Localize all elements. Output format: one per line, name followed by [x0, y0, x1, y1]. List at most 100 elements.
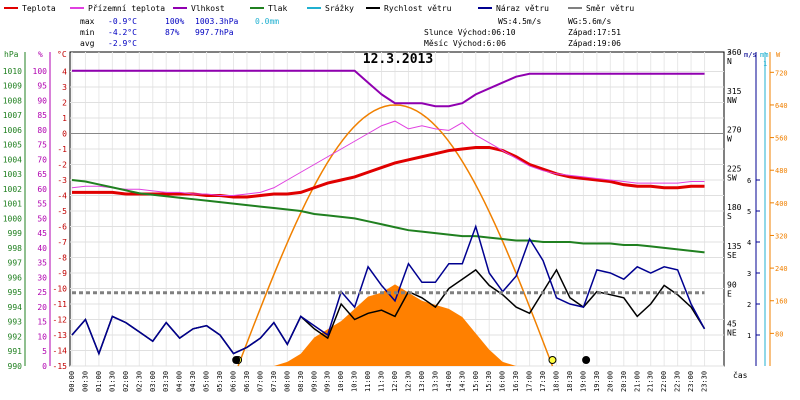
- x-tick-label: 21:00: [633, 371, 641, 392]
- celsius-tick-label: -5: [57, 207, 67, 216]
- x-tick-label: 07:30: [270, 371, 278, 392]
- x-tick-label: 04:30: [189, 371, 197, 392]
- x-tick-label: 18:30: [566, 371, 574, 392]
- x-tick-label: 03:30: [162, 371, 170, 392]
- info-wind-gust: WG:5.6m/s: [568, 17, 612, 26]
- solar-tick-label: 320: [775, 232, 788, 240]
- x-tick-label: 17:00: [526, 371, 534, 392]
- hpa-tick-label: 1008: [3, 96, 22, 105]
- celsius-tick-label: 3: [62, 83, 67, 92]
- stats-pressure: 1003.3hPa: [195, 17, 239, 26]
- hpa-tick-label: 991: [8, 347, 23, 356]
- legend-label: Vlhkost: [191, 4, 225, 13]
- x-tick-label: 13:00: [418, 371, 426, 392]
- solar-measured-area: [72, 284, 705, 366]
- x-tick-label: 18:00: [553, 371, 561, 392]
- direction-tick-label: 45: [727, 319, 737, 328]
- x-tick-label: 20:30: [620, 371, 628, 392]
- x-tick-label: 21:30: [647, 371, 655, 392]
- legend-label: Teplota: [22, 4, 56, 13]
- hpa-tick-label: 1002: [3, 185, 22, 194]
- percent-tick-label: 35: [37, 259, 47, 268]
- x-tick-label: 05:30: [216, 371, 224, 392]
- percent-tick-label: 10: [37, 332, 47, 341]
- direction-tick-label: W: [727, 135, 732, 144]
- stats-row-label: max: [80, 17, 95, 26]
- percent-tick-label: 30: [37, 273, 47, 282]
- x-tick-label: 20:00: [606, 371, 614, 392]
- x-tick-label: 11:30: [378, 371, 386, 392]
- direction-tick-label: 225: [727, 164, 742, 173]
- celsius-tick-label: -3: [57, 176, 67, 185]
- direction-tick-label: 360: [727, 48, 742, 57]
- info-moon-rise: Měsíc Východ:6:06: [424, 39, 506, 48]
- celsius-tick-label: -4: [57, 192, 67, 201]
- direction-axis-label: °: [727, 50, 732, 59]
- hpa-tick-label: 996: [8, 273, 23, 282]
- hpa-axis-label: hPa: [4, 50, 19, 59]
- hpa-tick-label: 1007: [3, 111, 22, 120]
- x-tick-label: 14:30: [458, 371, 466, 392]
- celsius-tick-label: 4: [62, 68, 67, 77]
- percent-tick-label: 75: [37, 141, 47, 150]
- hpa-tick-label: 990: [8, 362, 23, 371]
- solar-tick-label: 640: [775, 102, 788, 110]
- legend-label: Náraz větru: [496, 4, 549, 13]
- x-tick-label: 09:00: [310, 371, 318, 392]
- celsius-tick-label: -14: [53, 347, 68, 356]
- solar-axis-label: W: [776, 51, 781, 59]
- x-tick-label: 17:30: [539, 371, 547, 392]
- hpa-tick-label: 1003: [3, 170, 22, 179]
- celsius-tick-label: -9: [57, 269, 67, 278]
- hpa-tick-label: 997: [8, 259, 23, 268]
- percent-tick-label: 60: [37, 185, 47, 194]
- percent-tick-label: 100: [33, 67, 48, 76]
- wind-tick-label: 4: [747, 239, 751, 247]
- solar-tick-label: 240: [775, 265, 788, 273]
- direction-tick-label: 90: [727, 281, 737, 290]
- solar-tick-label: 160: [775, 298, 788, 306]
- percent-tick-label: 65: [37, 170, 47, 179]
- celsius-tick-label: -1: [57, 145, 67, 154]
- rain-axis-label: mm: [760, 51, 768, 59]
- hpa-tick-label: 1001: [3, 200, 22, 209]
- celsius-tick-label: 0: [62, 130, 67, 139]
- direction-tick-label: S: [727, 212, 732, 221]
- x-tick-label: 16:00: [499, 371, 507, 392]
- x-axis-label: čas: [733, 370, 748, 380]
- solar-tick-label: 560: [775, 135, 788, 143]
- info-moon-set: Západ:19:06: [568, 39, 621, 48]
- celsius-tick-label: -10: [53, 285, 68, 294]
- hpa-tick-label: 1010: [3, 67, 22, 76]
- direction-tick-label: 315: [727, 87, 742, 96]
- direction-tick-label: 180: [727, 203, 742, 212]
- x-tick-label: 13:30: [431, 371, 439, 392]
- hpa-tick-label: 995: [8, 288, 23, 297]
- direction-tick-label: E: [727, 290, 732, 299]
- x-tick-label: 19:30: [593, 371, 601, 392]
- series-line-teplota: [72, 145, 705, 199]
- x-tick-label: 01:30: [108, 371, 116, 392]
- x-tick-label: 08:30: [297, 371, 305, 392]
- legend-label: Přízemní teplota: [88, 4, 165, 13]
- hpa-tick-label: 1000: [3, 214, 22, 223]
- hpa-tick-label: 1005: [3, 141, 22, 150]
- solar-tick-label: 400: [775, 200, 788, 208]
- direction-tick-label: NW: [727, 96, 737, 105]
- direction-tick-label: N: [727, 57, 732, 66]
- x-tick-label: 02:00: [122, 371, 130, 392]
- x-tick-label: 05:00: [203, 371, 211, 392]
- legend-label: Směr větru: [586, 4, 634, 13]
- x-tick-label: 09:30: [324, 371, 332, 392]
- stats-humidity: 100%: [165, 17, 184, 26]
- x-tick-label: 02:30: [135, 371, 143, 392]
- stats-row-label: min: [80, 28, 95, 37]
- stats-rain: 0.0mm: [255, 17, 279, 26]
- x-tick-label: 22:30: [674, 371, 682, 392]
- legend-label: Tlak: [268, 4, 287, 13]
- celsius-tick-label: -11: [53, 300, 68, 309]
- stats-humidity: 87%: [165, 28, 180, 37]
- x-tick-label: 12:00: [391, 371, 399, 392]
- celsius-tick-label: -15: [53, 362, 68, 371]
